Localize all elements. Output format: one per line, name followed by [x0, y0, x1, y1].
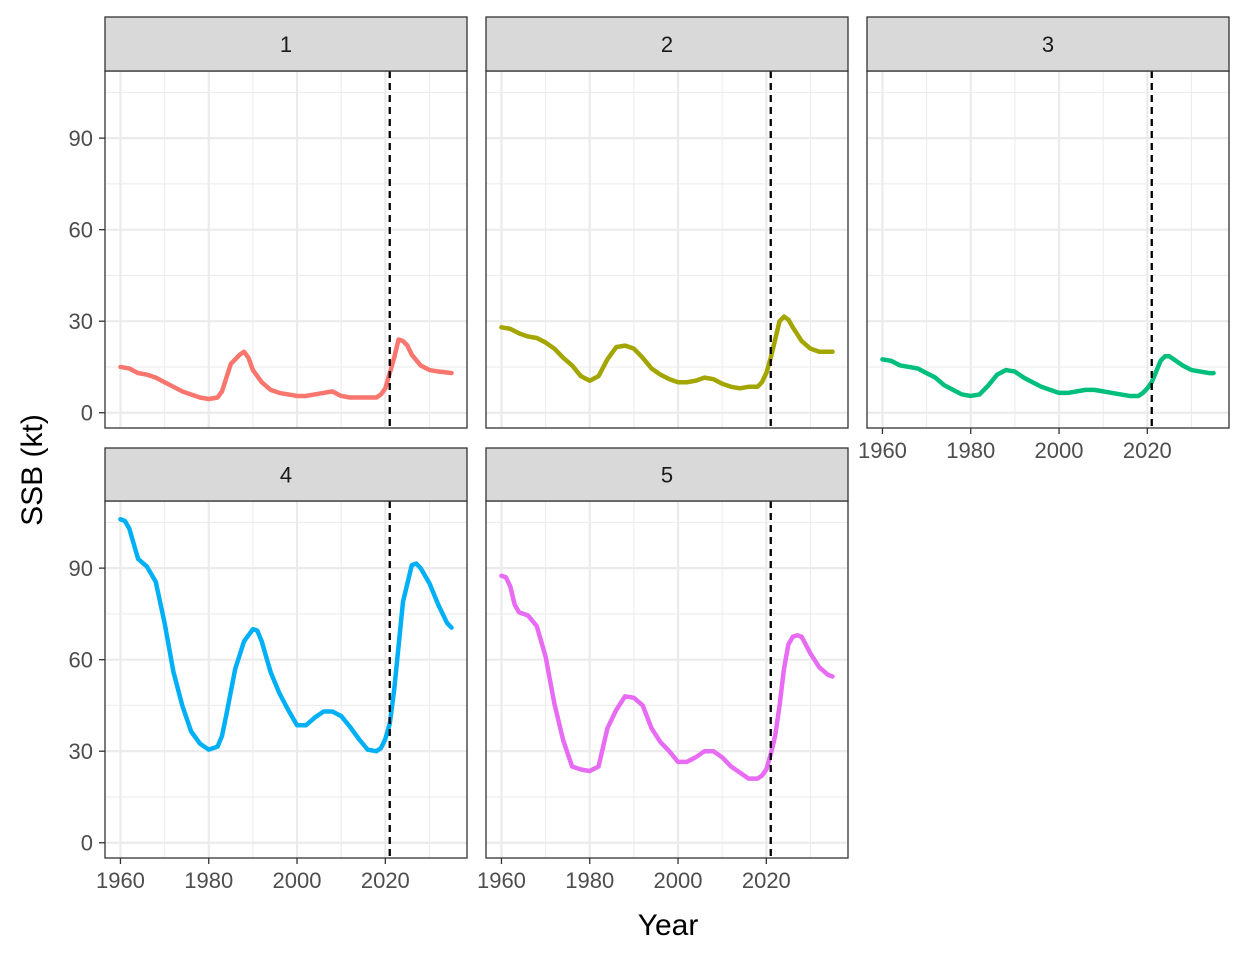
strip-label: 4: [280, 463, 292, 488]
strip-label: 3: [1042, 32, 1054, 57]
strip-background: [485, 16, 849, 72]
series-line-4: [118, 517, 454, 754]
y-tick-label: 30: [69, 309, 93, 334]
strip-background: [104, 447, 468, 502]
series-line-5: [499, 573, 835, 781]
y-tick-label: 60: [69, 648, 93, 673]
series-line-1: [118, 337, 454, 402]
strip-background: [104, 16, 468, 72]
y-tick-label: 60: [69, 218, 93, 243]
y-tick-label: 90: [69, 126, 93, 151]
x-tick-label: 2020: [742, 868, 791, 893]
x-tick-label: 1980: [184, 868, 233, 893]
strip-background: [866, 16, 1230, 72]
panel-5: 5 1960 1980 2000 2020: [477, 447, 849, 893]
x-tick-label: 1980: [565, 868, 614, 893]
strip-background: [485, 447, 849, 502]
y-tick-label: 0: [81, 831, 93, 856]
strip-label: 1: [280, 32, 292, 57]
y-tick-label: 90: [69, 556, 93, 581]
panel-4: 4 1960 1980 2000 2020 0 30 60 90: [69, 447, 468, 893]
series-line-2: [499, 314, 835, 391]
x-tick-label: 2000: [654, 868, 703, 893]
y-tick-label: 0: [81, 401, 93, 426]
series-line-3: [880, 354, 1216, 399]
x-tick-label: 2000: [1035, 438, 1084, 463]
strip-label: 2: [661, 32, 673, 57]
x-tick-label: 1960: [96, 868, 145, 893]
x-tick-label: 1980: [946, 438, 995, 463]
panel-background: [867, 71, 1229, 428]
panel-background: [105, 501, 467, 858]
panel-2: 2: [485, 16, 849, 429]
panel-background: [486, 71, 848, 428]
panel-background: [105, 71, 467, 428]
x-tick-label: 1960: [858, 438, 907, 463]
panel-1: 1 0 30 60 90: [69, 16, 468, 429]
panels-layer: 1 0 30 60 90 2 3 1960 1980 2000 2020 4 1960 1980 2000 2…: [69, 16, 1230, 893]
panel-3: 3 1960 1980 2000 2020: [858, 16, 1230, 463]
x-tick-label: 2000: [273, 868, 322, 893]
strip-label: 5: [661, 463, 673, 488]
panel-background: [486, 501, 848, 858]
y-axis-title: SSB (kt): [16, 414, 49, 526]
x-tick-label: 2020: [361, 868, 410, 893]
x-tick-label: 2020: [1123, 438, 1172, 463]
x-axis-title: Year: [638, 909, 699, 942]
x-tick-label: 1960: [477, 868, 526, 893]
y-tick-label: 30: [69, 739, 93, 764]
